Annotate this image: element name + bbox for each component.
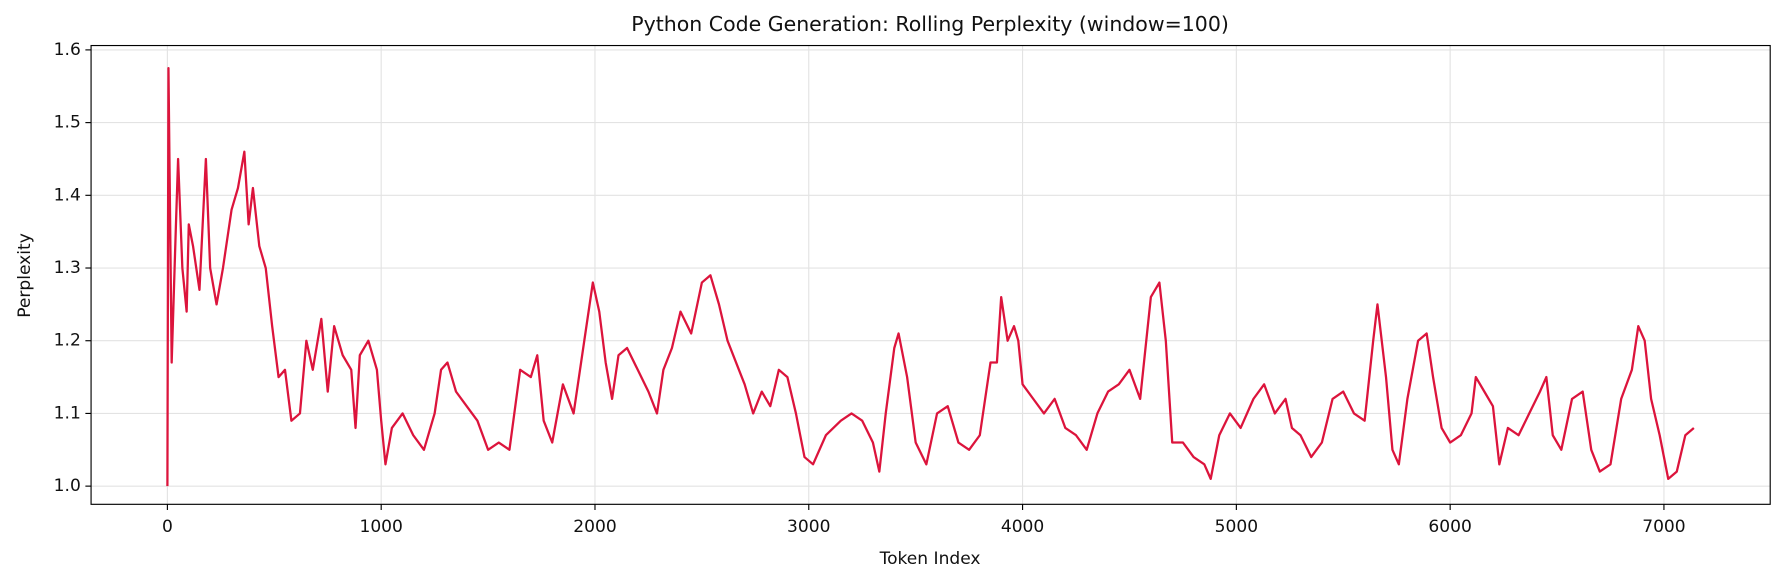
y-tick-label: 1.5 [54,113,81,133]
plot-frame [90,44,1771,505]
y-tick-label: 1.6 [54,40,81,60]
x-tick-label: 1000 [359,517,402,537]
x-tick-label: 6000 [1428,517,1471,537]
x-tick-label: 7000 [1642,517,1685,537]
chart-title: Python Code Generation: Rolling Perplexi… [631,12,1229,36]
y-tick-label: 1.3 [54,258,81,278]
x-tick-label: 0 [162,517,173,537]
x-tick-label: 5000 [1215,517,1258,537]
y-tick-label: 1.1 [54,403,81,423]
x-tick-label: 3000 [787,517,830,537]
y-tick-label: 1.0 [54,476,81,496]
line [166,66,1695,487]
y-axis-label: Perplexity [15,233,35,318]
y-tick-label: 1.4 [54,185,81,205]
y-tick-label: 1.2 [54,331,81,351]
x-axis-label: Token Index [879,549,981,569]
x-tick-label: 2000 [573,517,616,537]
x-tick-label: 4000 [1001,517,1044,537]
